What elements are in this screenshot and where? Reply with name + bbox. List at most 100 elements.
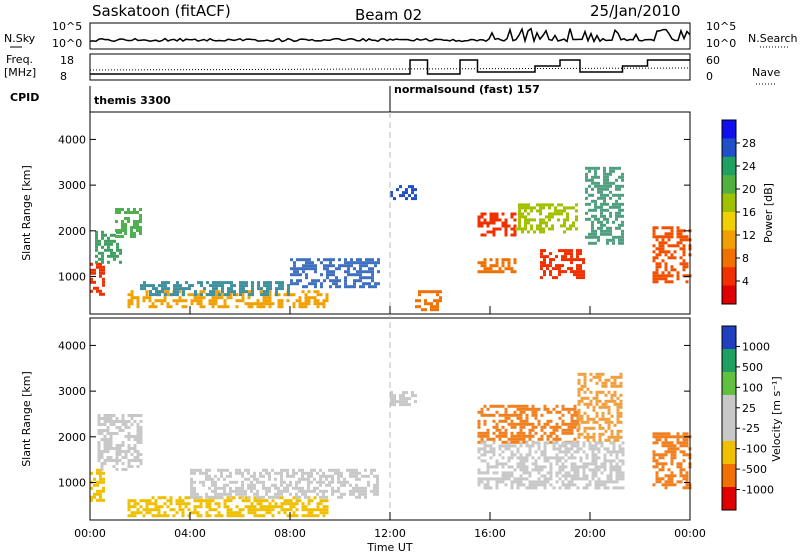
velocity-echo-cell	[304, 477, 307, 481]
power-echo-cell	[173, 284, 176, 288]
power-echo-cell	[576, 252, 579, 256]
power-echo-cell	[266, 290, 269, 294]
power-echo-cell	[540, 252, 543, 256]
power-echo-cell	[572, 206, 575, 210]
velocity-echo-cell	[99, 474, 102, 478]
power-echo-cell	[136, 302, 140, 306]
velocity-echo-cell	[480, 447, 484, 451]
velocity-echo-cell	[673, 474, 677, 478]
velocity-echo-cell	[582, 477, 586, 481]
velocity-echo-cell	[390, 391, 393, 395]
velocity-echo-cell	[247, 495, 250, 499]
velocity-echo-cell	[501, 471, 505, 475]
velocity-echo-cell	[652, 450, 656, 454]
power-echo-cell	[359, 267, 362, 271]
power-echo-cell	[302, 258, 305, 262]
power-echo-cell	[209, 290, 212, 294]
velocity-echo-cell	[543, 441, 547, 445]
power-echo-cell	[145, 290, 149, 294]
power-echo-cell	[266, 287, 269, 291]
power-echo-cell	[504, 221, 508, 225]
velocity-echo-cell	[486, 471, 490, 475]
power-echo-cell	[176, 284, 179, 288]
velocity-echo-cell	[289, 483, 292, 487]
velocity-echo-cell	[337, 471, 340, 475]
velocity-echo-cell	[618, 459, 622, 463]
velocity-echo-cell	[522, 465, 526, 469]
power-echo-cell	[182, 293, 185, 297]
velocity-echo-cell	[504, 428, 508, 432]
velocity-echo-cell	[573, 425, 577, 429]
velocity-echo-cell	[607, 399, 611, 403]
velocity-echo-cell	[127, 465, 131, 468]
velocity-echo-cell	[676, 447, 680, 451]
velocity-echo-cell	[286, 502, 290, 506]
power-echo-cell	[560, 209, 563, 213]
velocity-echo-cell	[561, 483, 565, 487]
velocity-echo-cell	[250, 505, 254, 509]
power-echo-cell	[594, 202, 597, 206]
velocity-echo-cell	[586, 402, 590, 406]
velocity-echo-cell	[510, 456, 514, 460]
velocity-echo-cell	[573, 419, 577, 423]
power-echo-cell	[176, 293, 179, 297]
velocity-echo-cell	[235, 471, 238, 475]
power-echo-cell	[332, 264, 335, 268]
velocity-echo-cell	[615, 456, 619, 460]
power-echo-cell	[90, 271, 93, 275]
power-echo-cell	[557, 218, 560, 222]
power-echo-cell	[606, 187, 609, 191]
power-echo-cell	[483, 267, 487, 271]
velocity-echo-cell	[546, 437, 550, 441]
power-echo-cell	[609, 166, 612, 170]
velocity-echo-cell	[516, 431, 520, 435]
velocity-echo-cell	[118, 429, 122, 432]
velocity-echo-cell	[199, 502, 203, 506]
velocity-echo-cell	[537, 456, 541, 460]
power-echo-cell	[418, 293, 421, 297]
velocity-echo-cell	[673, 435, 677, 439]
velocity-echo-cell	[525, 419, 529, 423]
power-echo-cell	[591, 193, 594, 197]
power-echo-cell	[140, 284, 143, 288]
power-echo-cell	[548, 215, 551, 219]
velocity-echo-cell	[220, 468, 223, 472]
power-echo-cell	[594, 166, 597, 170]
power-echo-cell	[329, 264, 332, 268]
velocity-echo-cell	[253, 514, 257, 518]
velocity-echo-cell	[525, 477, 529, 481]
power-echo-cell	[609, 205, 612, 209]
power-echo-cell	[594, 235, 597, 239]
velocity-echo-cell	[519, 462, 523, 466]
velocity-echo-cell	[337, 486, 340, 490]
velocity-echo-cell	[127, 462, 131, 465]
power-echo-cell	[223, 305, 227, 309]
power-echo-cell	[591, 223, 594, 227]
velocity-echo-cell	[247, 477, 250, 481]
velocity-echo-cell	[358, 495, 361, 499]
velocity-echo-cell	[322, 471, 325, 475]
velocity-echo-cell	[390, 394, 393, 398]
velocity-echo-cell	[591, 474, 595, 478]
velocity-echo-cell	[549, 477, 553, 481]
velocity-echo-cell	[247, 511, 251, 515]
velocity-echo-cell	[139, 505, 143, 509]
power-echo-cell	[430, 308, 433, 312]
velocity-echo-cell	[304, 514, 308, 518]
velocity-echo-cell	[148, 502, 152, 506]
velocity-echo-cell	[567, 483, 571, 487]
power-echo-cell	[178, 299, 182, 303]
velocity-echo-cell	[274, 477, 277, 481]
velocity-echo-cell	[373, 492, 376, 496]
velocity-echo-cell	[96, 483, 99, 487]
velocity-echo-cell	[606, 459, 610, 463]
power-echo-cell	[371, 279, 374, 283]
velocity-echo-cell	[507, 459, 511, 463]
velocity-echo-cell	[232, 511, 236, 515]
velocity-echo-cell	[109, 456, 113, 459]
velocity-echo-cell	[519, 407, 523, 411]
velocity-echo-cell	[522, 462, 526, 466]
velocity-echo-cell	[265, 505, 269, 509]
velocity-echo-cell	[598, 417, 602, 421]
velocity-echo-cell	[607, 426, 611, 430]
